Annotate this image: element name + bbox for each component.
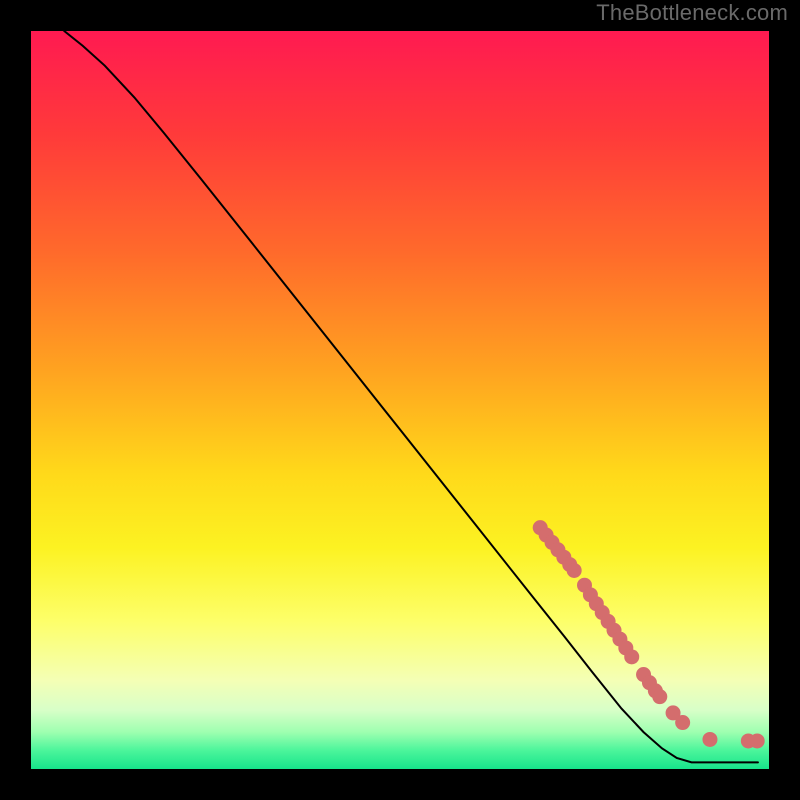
chart-frame: TheBottleneck.com [0,0,800,800]
plot-area [31,31,769,769]
marker-point [702,732,717,747]
marker-point [624,649,639,664]
watermark-text: TheBottleneck.com [596,0,788,26]
gradient-background [31,31,769,769]
marker-point [750,733,765,748]
chart-svg [31,31,769,769]
marker-point [675,715,690,730]
marker-point [567,563,582,578]
marker-point [652,689,667,704]
